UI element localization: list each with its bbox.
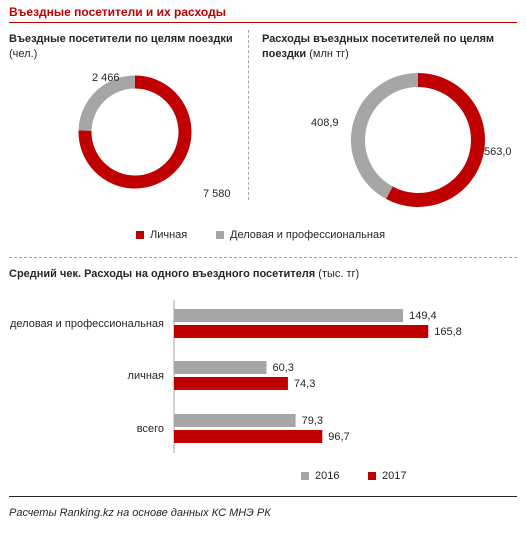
bar-2017-2 xyxy=(174,430,323,443)
bar-value-label: 149,4 xyxy=(409,310,437,322)
legend-swatch-business xyxy=(216,231,224,239)
pie1-label-personal: 7 580 xyxy=(203,188,231,200)
legend-swatch-2017 xyxy=(368,472,376,480)
source-note: Расчеты Ranking.kz на основе данных КС М… xyxy=(9,507,271,519)
pie1-unit: (чел.) xyxy=(9,48,38,60)
pie2-slice-personal xyxy=(386,73,485,207)
bar-2016-2 xyxy=(174,414,296,427)
bar-title: Средний чек. Расходы на одного въездного… xyxy=(9,268,316,280)
pie-legend-business: Деловая и профессиональная xyxy=(216,229,385,241)
pie1-slice-business xyxy=(78,75,136,132)
bar-value-label: 74,3 xyxy=(294,378,315,390)
section-horizontal-divider xyxy=(9,257,517,258)
pie1-title: Въездные посетители по целям поездки xyxy=(9,33,233,45)
legend-swatch-2016 xyxy=(301,472,309,480)
pie1-label-business: 2 466 xyxy=(92,72,120,84)
bar-value-label: 60,3 xyxy=(272,362,293,374)
footer-divider xyxy=(9,496,517,497)
pie2-slice-business xyxy=(351,73,419,199)
bar-2017-0 xyxy=(174,325,429,338)
bar-value-label: 165,8 xyxy=(434,326,462,338)
pie1-donut xyxy=(78,75,192,189)
bar-title-block: Средний чек. Расходы на одного въездного… xyxy=(9,267,359,282)
bar-marks: деловая и профессиональная 149,4 165,8 личн… xyxy=(10,309,462,443)
bar-legend-2017: 2017 xyxy=(368,470,406,482)
pie2-unit: (млн тг) xyxy=(309,48,349,60)
bar-category-label: деловая и профессиональная xyxy=(10,318,164,330)
pie2-title-line1: Расходы въездных посетителей по целям xyxy=(262,33,495,45)
pie2-title-block: Расходы въездных посетителей по целям по… xyxy=(262,32,494,62)
legend-label-2016: 2016 xyxy=(315,470,340,482)
title-divider xyxy=(9,22,517,23)
bar-category-label: личная xyxy=(128,370,164,382)
section-vertical-divider xyxy=(248,30,249,200)
page-title: Въездные посетители и их расходы xyxy=(9,5,226,19)
pie-legend-personal: Личная xyxy=(136,229,187,241)
pie2-label-personal: 563,0 xyxy=(484,146,512,158)
bar-2016-0 xyxy=(174,309,404,322)
bar-category-label: всего xyxy=(137,423,164,435)
bar-2016-1 xyxy=(174,361,267,374)
pie2-label-business: 408,9 xyxy=(311,117,339,129)
bar-2017-1 xyxy=(174,377,288,390)
bar-unit: (тыс. тг) xyxy=(318,268,360,280)
legend-label-personal: Личная xyxy=(150,229,188,241)
bar-value-label: 96,7 xyxy=(328,431,349,443)
legend-swatch-personal xyxy=(136,231,144,239)
bar-legend-2016: 2016 xyxy=(301,470,339,482)
pie2-title-line2: поездки xyxy=(262,48,307,60)
pie1-title-block: Въездные посетители по целям поездки (че… xyxy=(9,32,233,62)
pie2-donut xyxy=(351,73,485,207)
legend-label-2017: 2017 xyxy=(382,470,407,482)
legend-label-business: Деловая и профессиональная xyxy=(230,229,386,241)
pie1-slice-personal xyxy=(78,75,192,189)
bar-value-label: 79,3 xyxy=(302,415,323,427)
